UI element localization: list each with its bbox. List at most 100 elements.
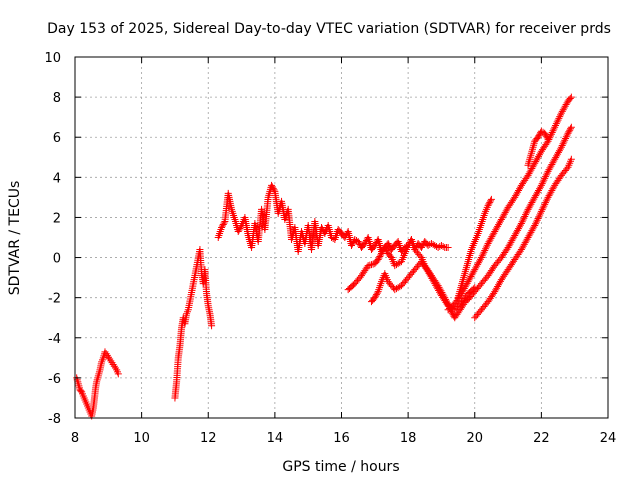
data-point-marker bbox=[518, 218, 526, 226]
x-tick-label: 18 bbox=[400, 431, 417, 446]
data-point-marker bbox=[567, 155, 575, 163]
data-point-marker bbox=[417, 244, 425, 252]
data-point-marker bbox=[77, 387, 85, 395]
data-point-marker bbox=[567, 93, 575, 101]
data-point-marker bbox=[554, 116, 562, 124]
y-tick-label: 6 bbox=[53, 131, 61, 146]
data-point-marker bbox=[268, 183, 276, 191]
series-evening-branch bbox=[454, 195, 495, 302]
data-point-marker bbox=[536, 211, 544, 219]
data-point-marker bbox=[555, 114, 563, 122]
data-point-marker bbox=[539, 204, 547, 212]
data-point-marker bbox=[448, 309, 456, 317]
data-point-marker bbox=[567, 123, 575, 131]
data-point-marker bbox=[547, 130, 555, 138]
series-rise-to-5 bbox=[471, 155, 575, 322]
data-point-marker bbox=[218, 223, 226, 231]
data-point-marker bbox=[355, 239, 363, 247]
data-point-marker bbox=[481, 247, 489, 255]
data-point-marker bbox=[477, 254, 485, 262]
x-tick-label: 22 bbox=[533, 431, 550, 446]
data-point-marker bbox=[540, 202, 548, 210]
series-early bbox=[73, 348, 122, 420]
data-point-marker bbox=[533, 216, 541, 224]
data-point-marker bbox=[234, 227, 242, 235]
data-point-marker bbox=[444, 244, 452, 252]
data-point-marker bbox=[372, 291, 380, 299]
data-point-marker bbox=[109, 360, 117, 368]
chart-title: Day 153 of 2025, Sidereal Day-to-day VTE… bbox=[47, 21, 611, 37]
data-point-marker bbox=[385, 241, 393, 249]
x-tick-label: 14 bbox=[267, 431, 284, 446]
data-point-marker bbox=[537, 207, 545, 215]
data-point-marker bbox=[484, 201, 492, 209]
data-point-marker bbox=[523, 207, 531, 215]
x-tick-label: 24 bbox=[600, 431, 617, 446]
data-point-marker bbox=[532, 218, 540, 226]
data-point-marker bbox=[381, 244, 389, 252]
data-point-marker bbox=[114, 370, 122, 378]
data-point-marker bbox=[552, 121, 560, 129]
data-point-marker bbox=[377, 251, 385, 259]
data-point-marker bbox=[376, 253, 384, 261]
x-tick-label: 12 bbox=[200, 431, 217, 446]
data-point-marker bbox=[219, 220, 227, 228]
data-point-marker bbox=[552, 120, 560, 128]
data-point-marker bbox=[208, 322, 216, 330]
data-point-marker bbox=[539, 178, 547, 186]
data-point-marker bbox=[522, 211, 530, 219]
data-point-marker bbox=[543, 169, 551, 177]
y-tick-label: 8 bbox=[53, 91, 61, 106]
data-point-marker bbox=[551, 123, 559, 131]
y-axis-label: SDTVAR / TECUs bbox=[7, 181, 23, 296]
data-point-marker bbox=[535, 132, 543, 140]
data-point-marker bbox=[542, 199, 550, 207]
data-point-marker bbox=[562, 133, 570, 141]
data-point-marker bbox=[235, 226, 243, 234]
data-point-marker bbox=[542, 132, 550, 140]
data-point-marker bbox=[542, 197, 550, 205]
data-point-marker bbox=[521, 212, 529, 220]
data-point-marker bbox=[556, 113, 564, 121]
data-point-marker bbox=[480, 248, 488, 256]
y-tick-label: -4 bbox=[48, 332, 61, 347]
data-point-marker bbox=[270, 186, 278, 194]
data-point-marker bbox=[563, 131, 571, 139]
series-rise-to-6.5 bbox=[464, 123, 575, 304]
data-point-marker bbox=[541, 174, 549, 182]
data-point-marker bbox=[516, 221, 524, 229]
data-point-marker bbox=[561, 136, 569, 144]
data-point-marker bbox=[520, 214, 528, 222]
data-point-marker bbox=[382, 247, 390, 255]
data-point-marker bbox=[553, 118, 561, 126]
data-point-marker bbox=[558, 141, 566, 149]
data-point-marker bbox=[542, 173, 550, 181]
data-point-marker bbox=[367, 261, 375, 269]
data-point-marker bbox=[377, 250, 385, 258]
data-point-marker bbox=[566, 94, 574, 102]
data-point-marker bbox=[537, 209, 545, 217]
y-tick-label: 2 bbox=[53, 211, 61, 226]
data-point-marker bbox=[375, 254, 383, 262]
data-point-marker bbox=[416, 252, 424, 260]
x-axis-label: GPS time / hours bbox=[282, 459, 399, 475]
data-point-marker bbox=[371, 294, 379, 302]
data-point-marker bbox=[372, 292, 380, 300]
y-tick-label: -2 bbox=[48, 292, 61, 307]
y-tick-label: -8 bbox=[48, 412, 61, 427]
data-point-marker bbox=[103, 351, 111, 359]
data-point-marker bbox=[566, 126, 574, 134]
data-point-marker bbox=[487, 197, 495, 205]
data-point-marker bbox=[535, 213, 543, 221]
data-point-marker bbox=[556, 145, 564, 153]
data-point-marker bbox=[564, 129, 572, 137]
y-tick-label: 10 bbox=[44, 51, 61, 66]
data-point-marker bbox=[534, 214, 542, 222]
data-point-marker bbox=[563, 165, 571, 173]
data-point-marker bbox=[562, 134, 570, 142]
data-point-marker bbox=[487, 195, 495, 203]
data-point-marker bbox=[538, 180, 546, 188]
data-point-marker bbox=[108, 359, 116, 367]
